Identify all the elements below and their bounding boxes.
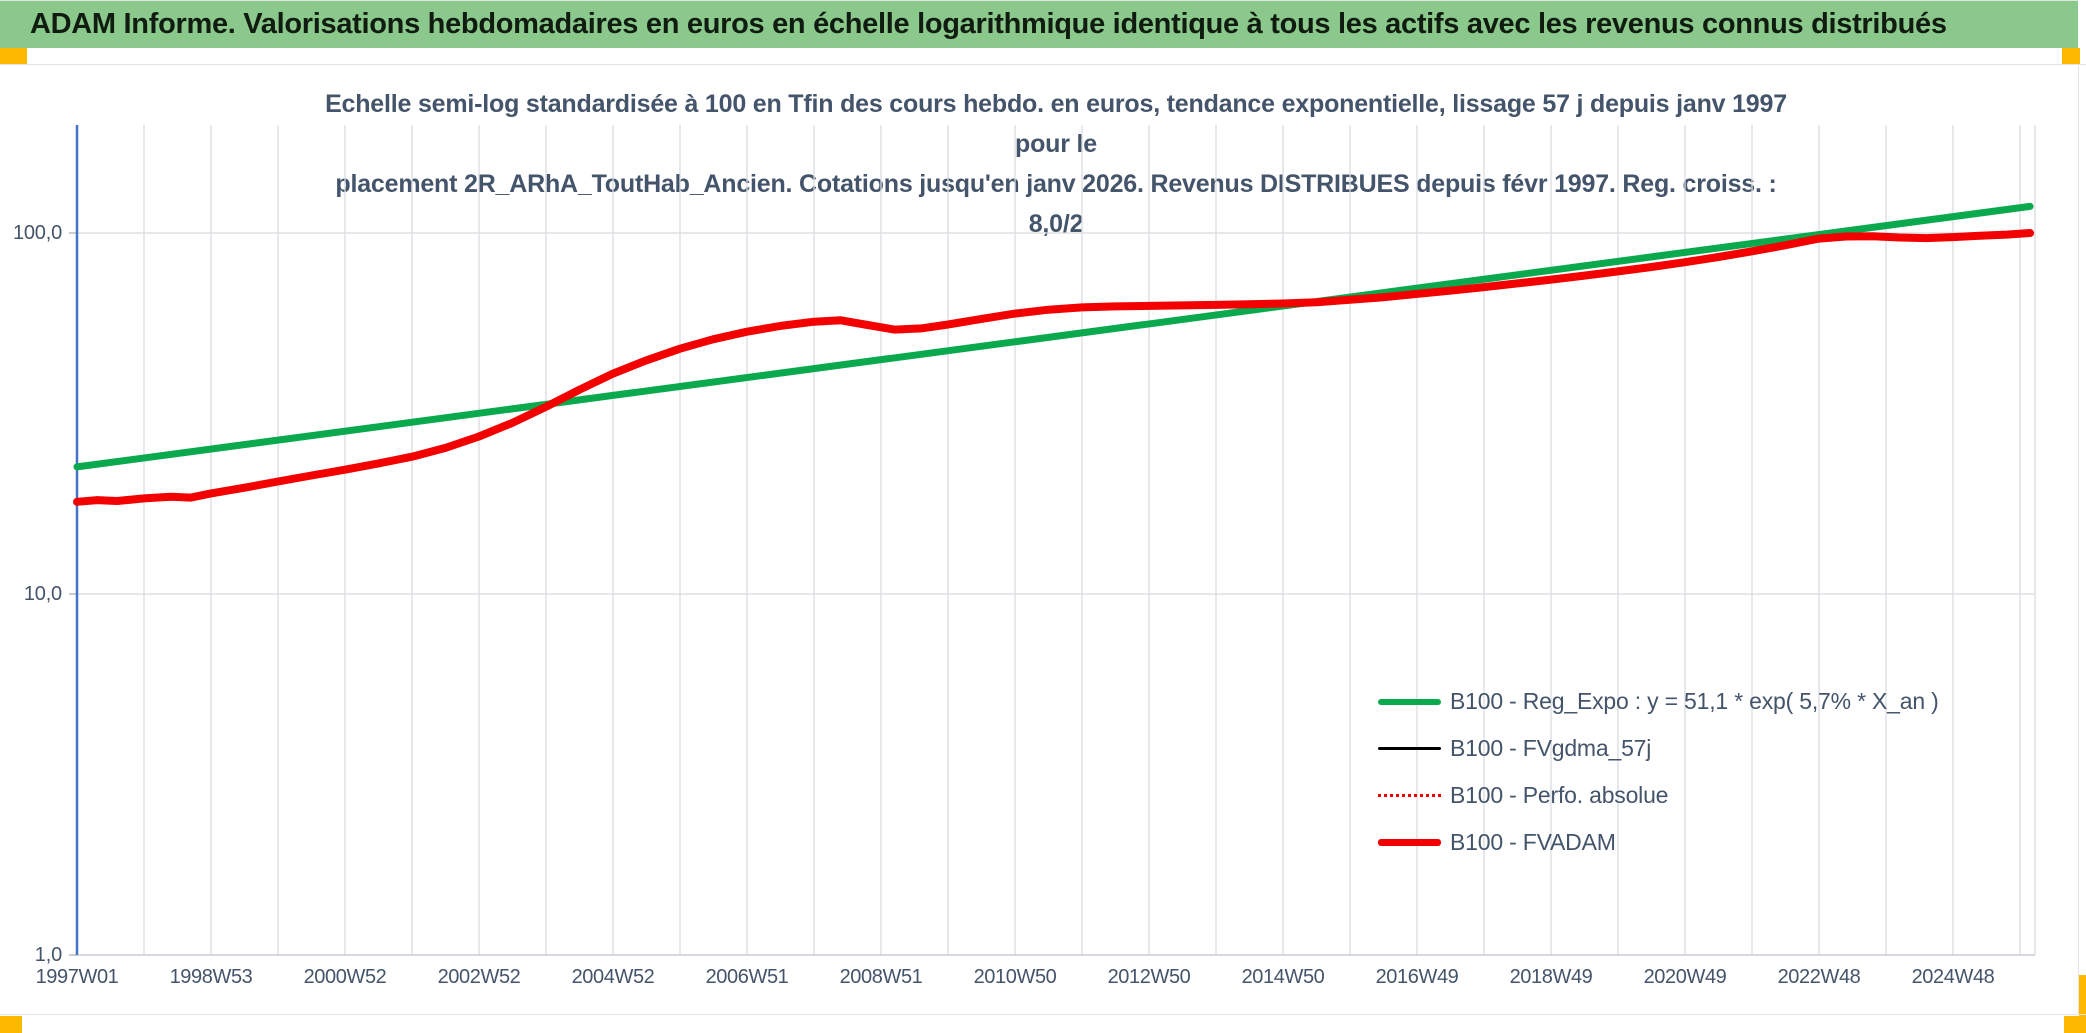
x-tick-label: 2018W49 [1509,966,1593,988]
accent-square-top-left [0,48,27,65]
chart-frame-right-border [2078,64,2079,1014]
chart-plot-area [69,125,2036,956]
x-tick-label: 2010W50 [973,966,1057,988]
report-title: ADAM Informe. Valorisations hebdomadaire… [30,8,1947,40]
x-tick-label: 2016W49 [1375,966,1459,988]
vertical-gridlines [143,125,2036,955]
legend-item[interactable]: B100 - FVgdma_57j [1378,725,1939,772]
legend-item[interactable]: B100 - FVADAM [1378,819,1939,866]
x-tick-label: 2006W51 [705,966,789,988]
legend-swatch [1378,698,1441,705]
y-tick-label: 1,0 [34,944,62,966]
report-header-bar: ADAM Informe. Valorisations hebdomadaire… [0,0,2078,48]
horizontal-gridlines [69,232,2035,956]
x-tick-label: 2022W48 [1777,966,1861,988]
chart-frame-top-border [0,64,2086,65]
x-tick-label: 2008W51 [839,966,923,988]
legend-item[interactable]: B100 - Perfo. absolue [1378,772,1939,819]
y-tick-label: 100,0 [12,222,62,244]
x-tick-label: 2000W52 [303,966,387,988]
accent-strip-right [2079,975,2086,1033]
legend-label: B100 - Reg_Expo : y = 51,1 * exp( 5,7% *… [1450,688,1939,714]
legend-item[interactable]: B100 - Reg_Expo : y = 51,1 * exp( 5,7% *… [1378,678,1939,725]
legend-label: B100 - Perfo. absolue [1450,782,1669,808]
legend-swatch [1378,747,1441,750]
chart-canvas [69,125,2036,956]
x-tick-label: 2020W49 [1643,966,1727,988]
x-tick-label: 2002W52 [437,966,521,988]
x-tick-label: 1997W01 [35,966,119,988]
legend-label: B100 - FVgdma_57j [1450,735,1652,761]
x-tick-label: 2014W50 [1241,966,1325,988]
x-tick-label: 1998W53 [169,966,253,988]
x-tick-label: 2004W52 [571,966,655,988]
x-tick-label: 2024W48 [1911,966,1995,988]
accent-square-bottom-left [0,1016,22,1033]
series-line-reg_expo[interactable] [73,202,2034,471]
legend-swatch [1378,839,1441,846]
x-tick-label: 2012W50 [1107,966,1191,988]
y-tick-label: 10,0 [23,583,62,605]
chart-frame-bottom-border [0,1014,2086,1015]
chart-legend: B100 - Reg_Expo : y = 51,1 * exp( 5,7% *… [1378,678,1939,866]
series-line-fvadam[interactable] [73,229,2035,506]
legend-label: B100 - FVADAM [1450,829,1616,855]
accent-square-top-right [2062,48,2080,65]
chart-title-line1: Echelle semi-log standardisée à 100 en T… [325,90,1787,158]
legend-swatch [1378,794,1441,797]
